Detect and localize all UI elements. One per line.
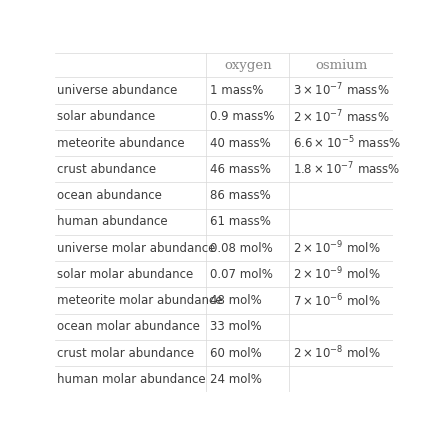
- Text: $2\times10^{-7}$ mass%: $2\times10^{-7}$ mass%: [293, 108, 389, 125]
- Text: meteorite abundance: meteorite abundance: [57, 137, 185, 149]
- Text: osmium: osmium: [315, 59, 368, 71]
- Text: human abundance: human abundance: [57, 215, 168, 228]
- Text: universe molar abundance: universe molar abundance: [57, 242, 216, 254]
- Text: $1.8\times10^{-7}$ mass%: $1.8\times10^{-7}$ mass%: [293, 161, 400, 178]
- Text: 33 mol%: 33 mol%: [210, 320, 261, 333]
- Text: crust molar abundance: crust molar abundance: [57, 347, 194, 359]
- Text: solar abundance: solar abundance: [57, 110, 156, 123]
- Text: ocean molar abundance: ocean molar abundance: [57, 320, 200, 333]
- Text: ocean abundance: ocean abundance: [57, 189, 162, 202]
- Text: $3\times10^{-7}$ mass%: $3\times10^{-7}$ mass%: [293, 82, 389, 99]
- Text: $2\times10^{-9}$ mol%: $2\times10^{-9}$ mol%: [293, 240, 380, 256]
- Text: 0.9 mass%: 0.9 mass%: [210, 110, 274, 123]
- Text: universe abundance: universe abundance: [57, 84, 178, 97]
- Text: 40 mass%: 40 mass%: [210, 137, 271, 149]
- Text: $7\times10^{-6}$ mol%: $7\times10^{-6}$ mol%: [293, 292, 380, 309]
- Text: $2\times10^{-9}$ mol%: $2\times10^{-9}$ mol%: [293, 266, 380, 283]
- Text: 61 mass%: 61 mass%: [210, 215, 271, 228]
- Text: 24 mol%: 24 mol%: [210, 373, 262, 386]
- Text: 48 mol%: 48 mol%: [210, 294, 261, 307]
- Text: human molar abundance: human molar abundance: [57, 373, 206, 386]
- Text: 0.07 mol%: 0.07 mol%: [210, 268, 273, 281]
- Text: meteorite molar abundance: meteorite molar abundance: [57, 294, 223, 307]
- Text: 0.08 mol%: 0.08 mol%: [210, 242, 273, 254]
- Text: 1 mass%: 1 mass%: [210, 84, 263, 97]
- Text: $6.6\times10^{-5}$ mass%: $6.6\times10^{-5}$ mass%: [293, 135, 400, 151]
- Text: oxygen: oxygen: [224, 59, 272, 71]
- Text: crust abundance: crust abundance: [57, 163, 156, 176]
- Text: 86 mass%: 86 mass%: [210, 189, 271, 202]
- Text: $2\times10^{-8}$ mol%: $2\times10^{-8}$ mol%: [293, 345, 380, 362]
- Text: solar molar abundance: solar molar abundance: [57, 268, 194, 281]
- Text: 60 mol%: 60 mol%: [210, 347, 261, 359]
- Text: 46 mass%: 46 mass%: [210, 163, 271, 176]
